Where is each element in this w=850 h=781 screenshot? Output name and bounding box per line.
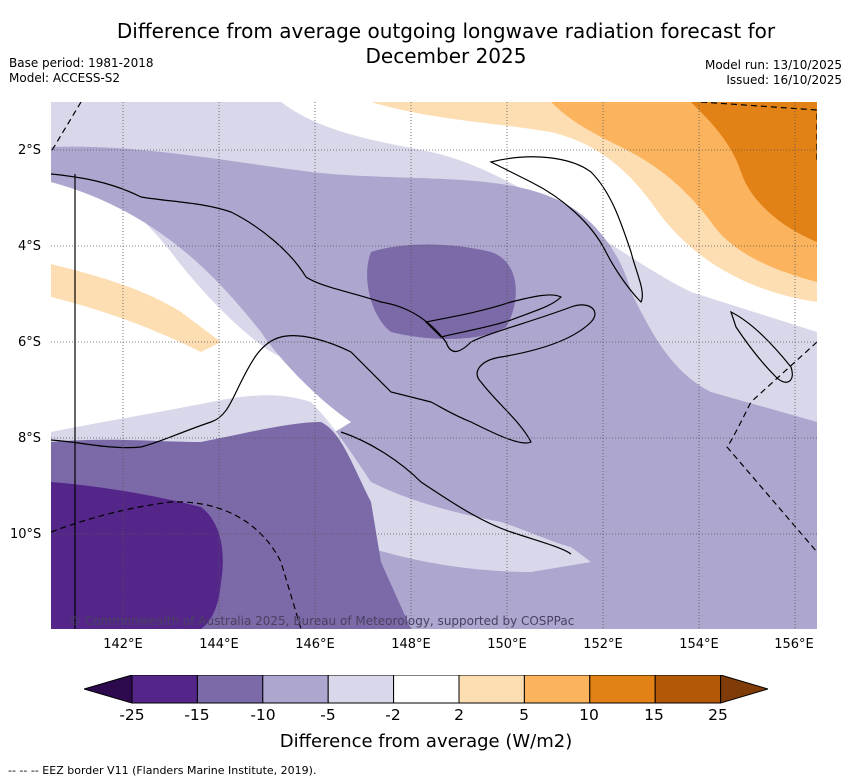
eez-borders — [51, 102, 817, 629]
lon-label-156e: 156°E — [774, 637, 814, 652]
model-run-text: Model run: 13/10/2025 — [704, 58, 842, 72]
cbar-swatch-4 — [327, 675, 395, 704]
lat-label-4s: 4°S — [18, 239, 42, 254]
island-bougainville — [729, 310, 793, 383]
new-guinea-coast — [51, 173, 596, 449]
olr-anomaly-map — [51, 102, 817, 629]
cbar-swatch-1 — [131, 675, 198, 704]
cbar-label-15: 15 — [644, 706, 664, 724]
cbar-label-5: 5 — [519, 706, 529, 724]
cbar-label-m5: -5 — [320, 706, 336, 724]
cbar-swatch-6 — [458, 675, 525, 704]
coastlines — [51, 156, 793, 629]
island-northeast-1 — [489, 156, 643, 304]
graticule — [51, 102, 817, 629]
cbar-label-m10: -10 — [250, 706, 276, 724]
lon-label-154e: 154°E — [679, 637, 719, 652]
cbar-swatch-5 — [393, 675, 460, 704]
lon-label-152e: 152°E — [583, 637, 623, 652]
cbar-arrow-below — [84, 675, 133, 704]
chart-title: Difference from average outgoing longwav… — [0, 19, 850, 69]
issued-text: Issued: 16/10/2025 — [726, 73, 842, 87]
eez-border-east — [726, 341, 817, 553]
eez-footnote: -- -- -- EEZ border V11 (Flanders Marine… — [8, 764, 317, 777]
title-line-1: Difference from average outgoing longwav… — [116, 19, 776, 43]
lat-label-8s: 8°S — [18, 431, 42, 446]
island-south-coast — [340, 431, 572, 555]
cbar-swatch-8 — [589, 675, 656, 704]
title-line-2: December 2025 — [365, 44, 527, 68]
colorbar-title: Difference from average (W/m2) — [279, 731, 573, 752]
band-purple-dark — [51, 482, 223, 629]
base-period-text: Base period: 1981-2018 — [9, 56, 154, 70]
band-purple-mid-north — [367, 244, 516, 339]
lon-label-146e: 146°E — [295, 637, 335, 652]
band-lavender-southeast — [651, 422, 817, 629]
cbar-swatch-3 — [262, 675, 329, 704]
cbar-label-2: 2 — [454, 706, 464, 724]
eez-border-southwest — [51, 501, 302, 629]
cbar-arrow-above — [720, 675, 768, 704]
lon-label-150e: 150°E — [487, 637, 527, 652]
cbar-label-m15: -15 — [184, 706, 210, 724]
cbar-label-m25: -25 — [119, 706, 145, 724]
cbar-swatch-2 — [196, 675, 264, 704]
island-new-britain — [424, 294, 563, 338]
meta-right: Model run: 13/10/2025 Issued: 16/10/2025 — [705, 58, 842, 88]
lon-label-142e: 142°E — [103, 637, 143, 652]
cbar-swatch-7 — [523, 675, 591, 704]
lon-label-148e: 148°E — [391, 637, 431, 652]
band-peach-west — [51, 264, 221, 352]
cbar-label-25: 25 — [708, 706, 728, 724]
lon-label-144e: 144°E — [199, 637, 239, 652]
colorbar — [84, 675, 768, 704]
cbar-swatch-9 — [654, 675, 722, 704]
cbar-label-10: 10 — [579, 706, 599, 724]
cbar-label-m2: -2 — [385, 706, 401, 724]
lat-label-10s: 10°S — [10, 527, 42, 542]
lat-label-2s: 2°S — [18, 143, 42, 158]
model-text: Model: ACCESS-S2 — [9, 71, 121, 85]
lat-label-6s: 6°S — [18, 335, 42, 350]
copyright-text: © Commonwealth of Australia 2025, Bureau… — [69, 614, 575, 628]
meta-left: Base period: 1981-2018 Model: ACCESS-S2 — [9, 56, 154, 86]
band-dark-orange — [691, 102, 817, 242]
